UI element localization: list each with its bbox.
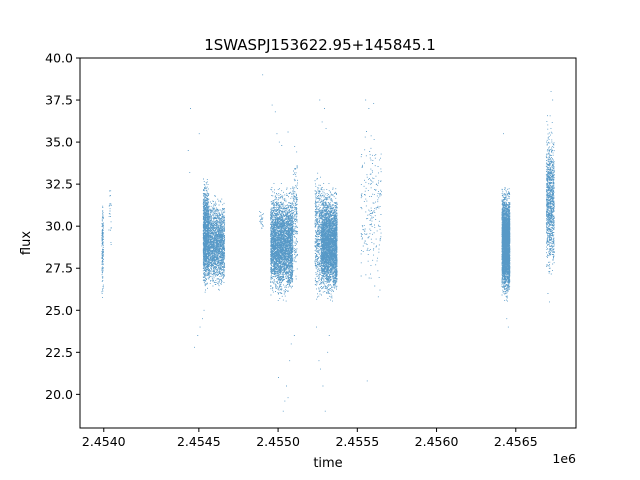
y-tick-label: 30.0 xyxy=(45,219,73,234)
x-tick-label: 2.4540 xyxy=(82,434,126,449)
plot-frame xyxy=(79,57,577,429)
y-tick-label: 35.0 xyxy=(45,135,73,150)
y-tick-label: 40.0 xyxy=(45,51,73,66)
x-tick-label: 2.4545 xyxy=(177,434,221,449)
x-axis: 2.4540 2.4545 2.4550 2.4555 2.4560 2.4565 xyxy=(82,428,538,449)
x-axis-label: time xyxy=(313,456,342,471)
data-points xyxy=(101,74,555,412)
x-tick-label: 2.4565 xyxy=(494,434,538,449)
y-tick-label: 20.0 xyxy=(45,387,73,402)
y-tick-label: 25.0 xyxy=(45,303,73,318)
x-tick-label: 2.4550 xyxy=(256,434,300,449)
x-axis-offset-label: 1e6 xyxy=(552,451,576,466)
y-tick-label: 22.5 xyxy=(45,345,73,360)
chart-title: 1SWASPJ153622.95+145845.1 xyxy=(204,36,436,54)
x-tick-label: 2.4560 xyxy=(415,434,459,449)
y-axis-label: flux xyxy=(19,231,34,255)
scatter-series-0 xyxy=(101,74,555,412)
x-tick-label: 2.4555 xyxy=(335,434,379,449)
y-tick-label: 27.5 xyxy=(45,261,73,276)
y-tick-label: 32.5 xyxy=(45,177,73,192)
y-axis: 20.0 22.5 25.0 27.5 30.0 32.5 35.0 37.5 40.0 xyxy=(45,51,80,402)
y-tick-label: 37.5 xyxy=(45,93,73,108)
